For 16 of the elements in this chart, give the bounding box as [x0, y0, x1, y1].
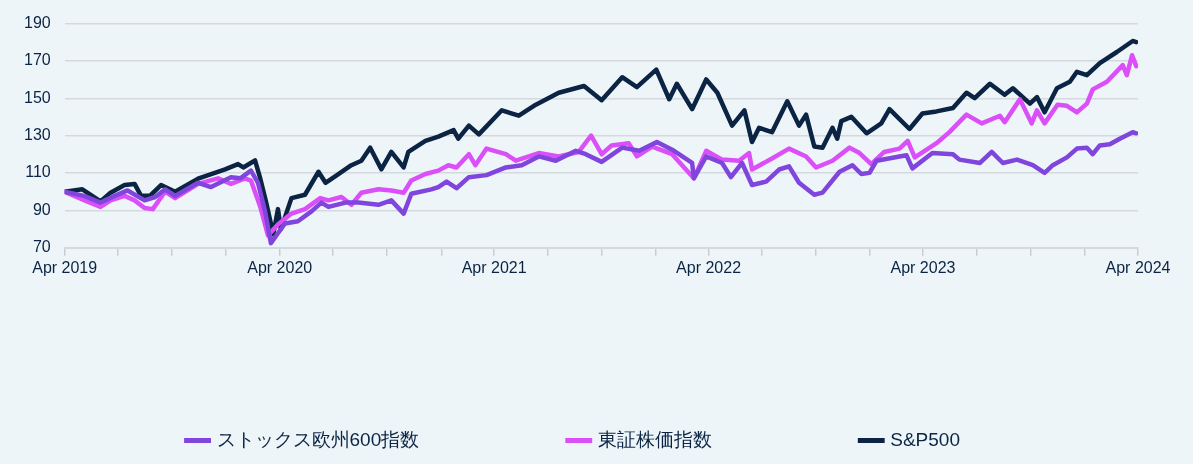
x-tick-label: Apr 2020 [247, 258, 313, 276]
y-tick-label: 170 [23, 51, 51, 69]
y-tick-label: 90 [32, 200, 51, 218]
x-tick-label: Apr 2021 [461, 258, 527, 276]
x-tick-label: Apr 2024 [1105, 258, 1171, 276]
x-tick-label: Apr 2022 [676, 258, 742, 276]
legend-label: ストックス欧州600指数 [216, 428, 420, 450]
y-tick-label: 70 [32, 238, 51, 256]
legend-label: 東証株価指数 [597, 428, 712, 450]
x-tick-label: Apr 2019 [32, 258, 98, 276]
y-tick-label: 150 [23, 88, 51, 106]
legend-label: S&P500 [890, 428, 960, 450]
y-tick-label: 130 [23, 126, 51, 144]
x-tick-label: Apr 2023 [890, 258, 956, 276]
y-tick-label: 110 [25, 163, 51, 181]
y-tick-label: 190 [23, 14, 51, 32]
